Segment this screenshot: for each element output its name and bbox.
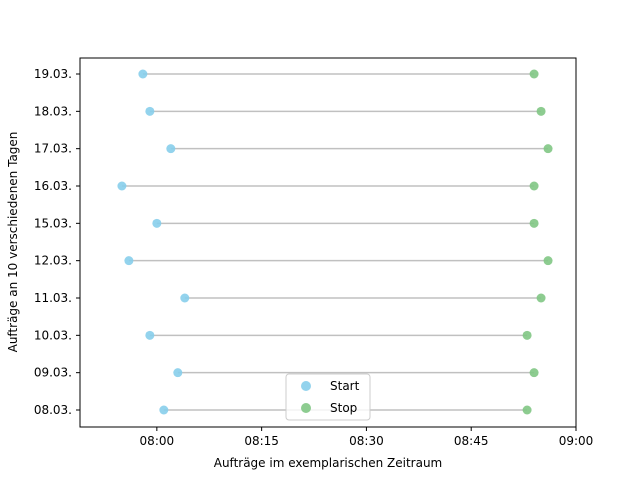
- y-axis-label: Aufträge an 10 verschiedenen Tagen: [6, 132, 20, 353]
- y-tick-label: 09.03.: [34, 366, 72, 380]
- start-point: [152, 218, 162, 228]
- x-tick-label: 08:30: [349, 434, 384, 448]
- stop-point: [522, 330, 532, 340]
- start-point: [166, 144, 176, 154]
- legend-label-stop: Stop: [330, 401, 357, 415]
- y-tick-label: 08.03.: [34, 403, 72, 417]
- legend: Start Stop: [285, 373, 371, 421]
- stop-point: [529, 69, 539, 79]
- plot-frame: [79, 57, 577, 428]
- y-tick-label: 19.03.: [34, 67, 72, 81]
- stop-point: [529, 218, 539, 228]
- stop-point: [529, 181, 539, 191]
- x-tick-label: 09:00: [559, 434, 594, 448]
- y-tick-label: 10.03.: [34, 328, 72, 342]
- legend-marker-stop: [301, 403, 311, 413]
- start-point: [124, 256, 134, 266]
- data-points: [117, 69, 553, 415]
- y-axis: 08.03. 09.03. 10.03. 11.03. 12.03. 15.03. 16.0…: [34, 67, 80, 417]
- start-point: [145, 330, 155, 340]
- start-point: [138, 69, 148, 79]
- y-tick-label: 11.03.: [34, 291, 72, 305]
- legend-marker-start: [301, 381, 311, 391]
- y-tick-label: 15.03.: [34, 216, 72, 230]
- start-point: [159, 405, 169, 415]
- start-point: [145, 106, 155, 116]
- x-tick-label: 08:00: [140, 434, 175, 448]
- stop-point: [522, 405, 532, 415]
- x-axis: 08:00 08:15 08:30 08:45 09:00: [140, 427, 594, 448]
- start-point: [173, 368, 183, 378]
- connector-lines: [121, 73, 549, 411]
- x-tick-label: 08:45: [454, 434, 489, 448]
- x-axis-label: Aufträge im exemplarischen Zeitraum: [214, 456, 443, 470]
- x-tick-label: 08:15: [244, 434, 279, 448]
- y-tick-label: 16.03.: [34, 179, 72, 193]
- stop-point: [529, 368, 539, 378]
- start-point: [180, 293, 190, 303]
- y-tick-label: 18.03.: [34, 104, 72, 118]
- stop-point: [536, 106, 546, 116]
- stop-point: [536, 293, 546, 303]
- y-tick-label: 12.03.: [34, 254, 72, 268]
- start-point: [117, 181, 127, 191]
- y-tick-label: 17.03.: [34, 142, 72, 156]
- legend-label-start: Start: [330, 379, 360, 393]
- stop-point: [543, 256, 553, 266]
- stop-point: [543, 144, 553, 154]
